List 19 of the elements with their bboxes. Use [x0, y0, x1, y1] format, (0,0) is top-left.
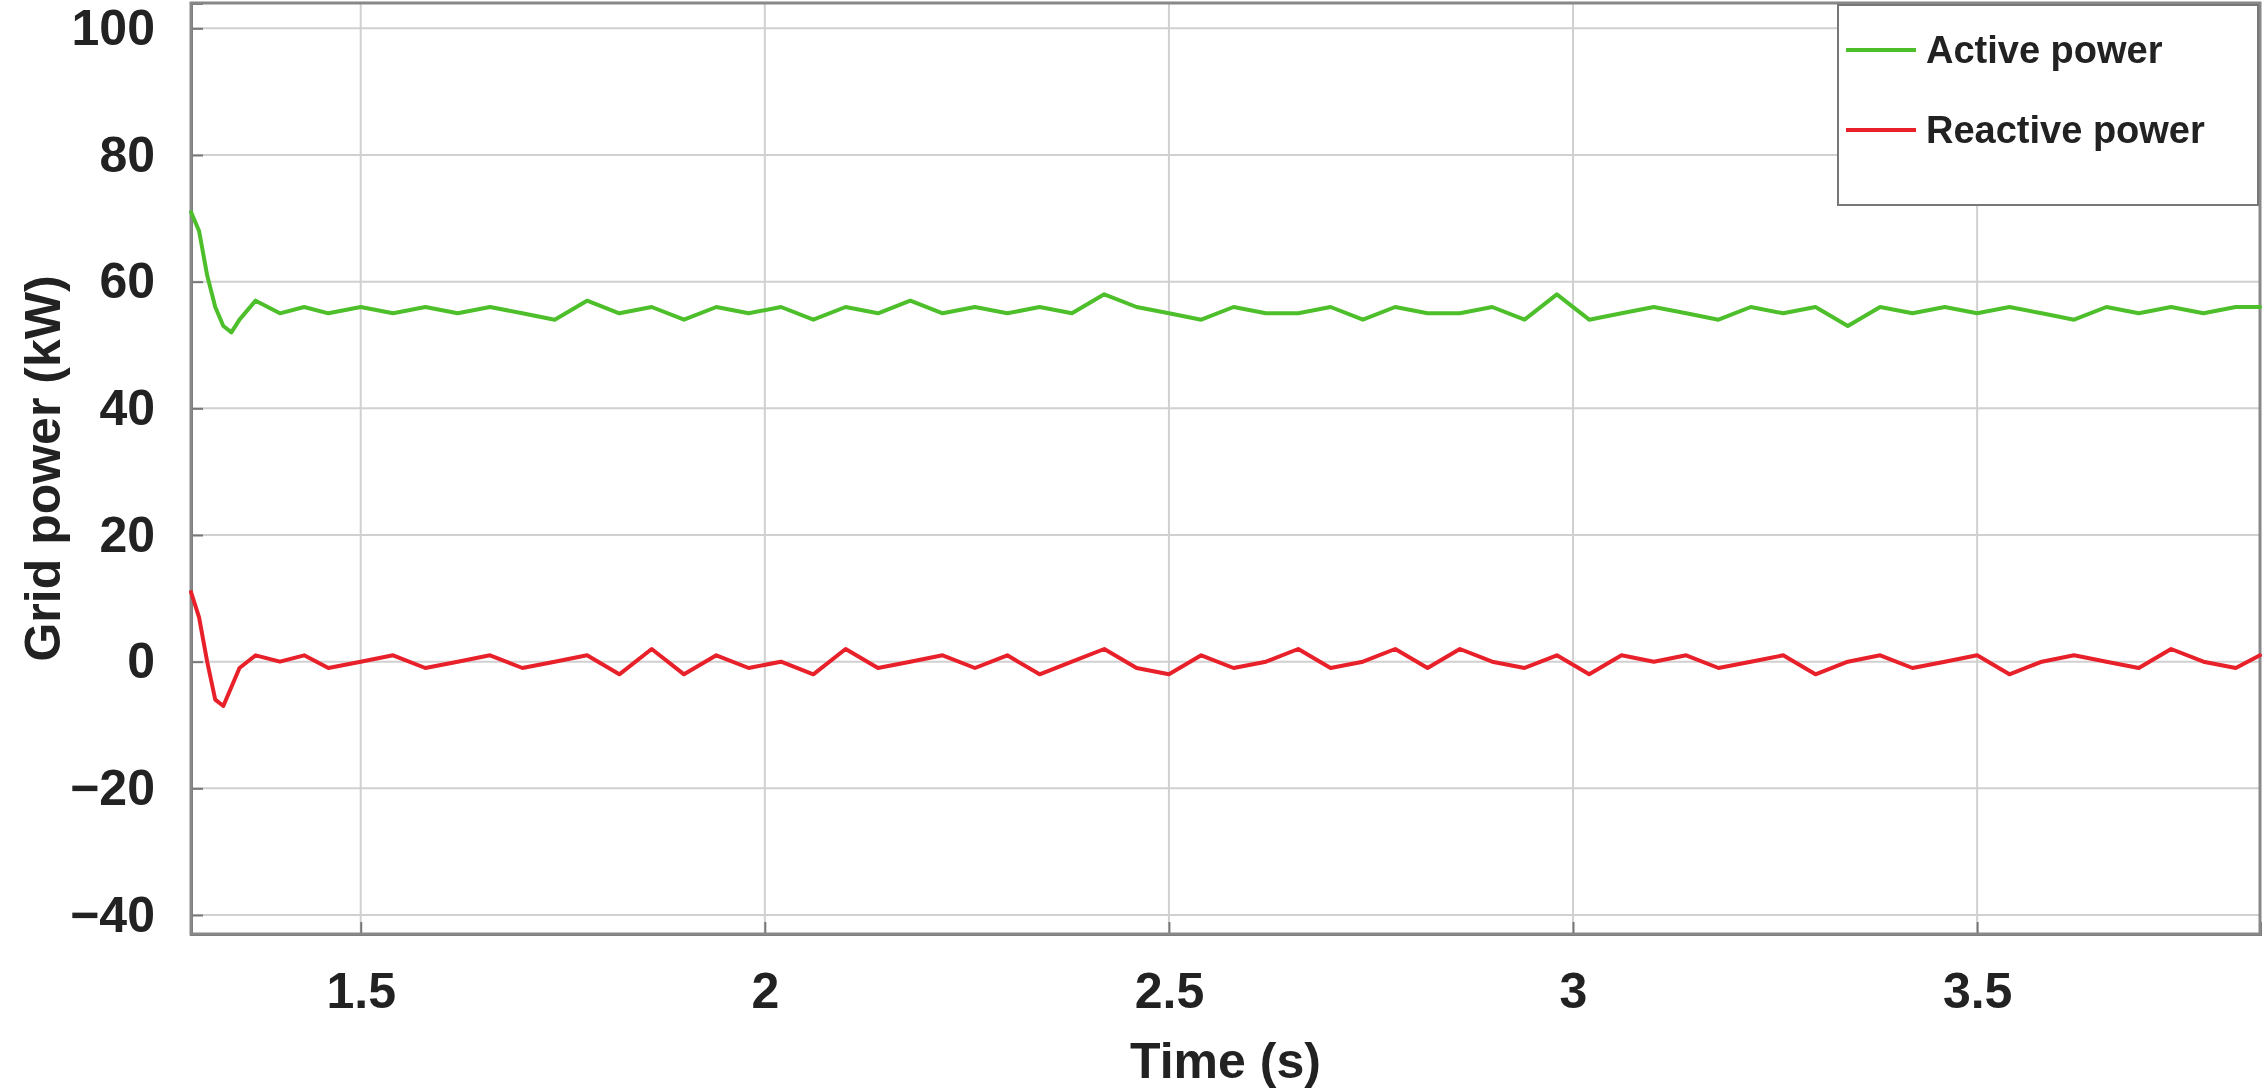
y-tick-label: −20 [70, 759, 155, 816]
y-tick-label: 60 [99, 253, 155, 310]
x-tick-label: 2.5 [1134, 962, 1205, 1019]
y-axis-title: Grid power (kW) [15, 275, 71, 662]
legend-label: Active power [1926, 29, 2163, 71]
line-series [189, 210, 2262, 335]
x-tick-label: 1.5 [326, 962, 396, 1019]
y-tick-label: 100 [71, 0, 155, 56]
line-series [189, 590, 2262, 708]
y-tick-label: 20 [99, 506, 155, 563]
y-tick-label: 40 [99, 379, 155, 436]
x-tick-label: 2 [751, 962, 780, 1019]
x-axis-title: Time (s) [1130, 1033, 1321, 1088]
legend-label: Reactive power [1926, 109, 2205, 151]
y-tick-label: 80 [99, 126, 155, 183]
x-tick-label: 3.5 [1942, 962, 2013, 1019]
y-tick-label: −40 [70, 886, 155, 943]
x-tick-label: 3 [1559, 962, 1588, 1019]
y-tick-label: 0 [127, 633, 155, 690]
